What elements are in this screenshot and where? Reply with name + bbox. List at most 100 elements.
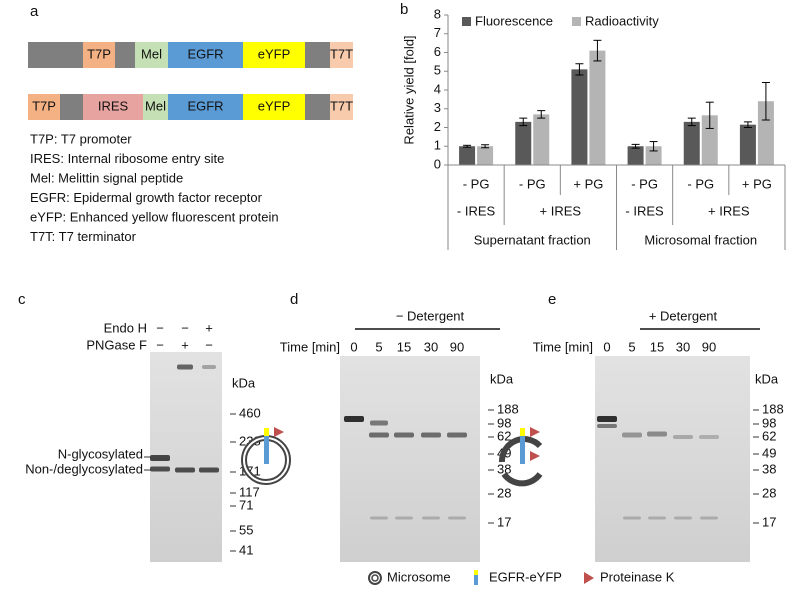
sign: − bbox=[156, 320, 164, 335]
bar bbox=[533, 114, 550, 165]
marker-label: 117 bbox=[239, 484, 260, 499]
segment-label: T7T bbox=[330, 98, 353, 113]
construct-segment bbox=[28, 94, 60, 120]
sign: − bbox=[181, 320, 189, 335]
gel-band bbox=[648, 516, 666, 520]
bar bbox=[701, 115, 718, 165]
construct-segment bbox=[83, 94, 143, 120]
marker-label: 98 bbox=[762, 415, 776, 430]
unit-label: kDa bbox=[755, 371, 779, 386]
marker-label: 28 bbox=[762, 485, 776, 500]
key-microsome bbox=[368, 571, 382, 585]
bar bbox=[477, 146, 494, 165]
time-value: 0 bbox=[603, 339, 610, 354]
marker-label: 62 bbox=[497, 428, 511, 443]
gel-band bbox=[202, 365, 216, 369]
marker-label: 188 bbox=[762, 401, 784, 416]
bar bbox=[683, 121, 700, 165]
sign: + bbox=[205, 320, 213, 335]
segment-label: T7T bbox=[330, 46, 353, 61]
construct-segment bbox=[168, 94, 243, 120]
gel-band bbox=[150, 466, 170, 472]
marker-label: 71 bbox=[239, 497, 253, 512]
construct-segment bbox=[83, 42, 115, 68]
x-tick-label: - PG bbox=[519, 176, 546, 191]
fraction-label: Supernatant fraction bbox=[474, 232, 591, 247]
gel-band bbox=[448, 516, 466, 520]
x-tick-label: + PG bbox=[573, 176, 603, 191]
band-label: Non-/deglycosylated bbox=[25, 461, 143, 476]
proteinase bbox=[274, 427, 284, 437]
gel-band bbox=[447, 432, 467, 438]
group-label: - IRES bbox=[625, 203, 664, 218]
construct-segment bbox=[243, 42, 305, 68]
segment-label: EGFR bbox=[187, 46, 223, 61]
error-bar bbox=[761, 82, 770, 121]
legend-swatch bbox=[462, 17, 471, 26]
gel-band bbox=[647, 431, 667, 437]
condition-label: − Detergent bbox=[396, 308, 465, 323]
time-value: 30 bbox=[676, 339, 690, 354]
spacer-segment bbox=[115, 42, 135, 68]
gel-band bbox=[394, 432, 414, 438]
y-tick-label: 8 bbox=[434, 6, 441, 21]
gel-band bbox=[370, 516, 388, 520]
y-tick-label: 1 bbox=[434, 138, 441, 153]
y-tick-label: 0 bbox=[434, 156, 441, 171]
error-bar bbox=[481, 144, 490, 149]
error-bar bbox=[575, 63, 584, 76]
gel-band bbox=[369, 432, 389, 438]
marker-label: 460 bbox=[239, 405, 261, 420]
x-tick-label: - PG bbox=[687, 176, 714, 191]
marker-label: 62 bbox=[762, 428, 776, 443]
microsome-broken bbox=[501, 472, 543, 487]
group-label: + IRES bbox=[540, 203, 582, 218]
time-value: 5 bbox=[375, 339, 382, 354]
segment-label: T7P bbox=[87, 46, 111, 61]
segment-label: eYFP bbox=[258, 98, 291, 113]
gel-band bbox=[623, 516, 641, 520]
legend-text: Mel: Melittin signal peptide bbox=[30, 170, 183, 185]
time-value: 15 bbox=[397, 339, 411, 354]
y-tick-label: 2 bbox=[434, 119, 441, 134]
construct-segment bbox=[330, 42, 353, 68]
legend-text: T7T: T7 terminator bbox=[30, 229, 137, 244]
x-tick-label: - PG bbox=[631, 176, 658, 191]
legend-text: T7P: T7 promoter bbox=[30, 131, 132, 146]
gel-band bbox=[674, 516, 692, 520]
gel-band bbox=[421, 432, 441, 438]
proteinase bbox=[530, 451, 540, 461]
bar bbox=[459, 146, 476, 165]
protein-yfp bbox=[264, 428, 269, 436]
gel bbox=[340, 356, 480, 562]
time-label: Time [min] bbox=[280, 339, 340, 354]
gel-band bbox=[199, 467, 219, 473]
gel-band bbox=[700, 516, 718, 520]
spacer-segment bbox=[305, 94, 330, 120]
gel-band bbox=[622, 432, 642, 438]
y-tick-label: 5 bbox=[434, 63, 441, 78]
bar bbox=[627, 146, 644, 165]
panel-label: a bbox=[30, 3, 39, 20]
y-tick-label: 4 bbox=[434, 81, 441, 96]
construct-segment bbox=[135, 42, 168, 68]
gel-band bbox=[699, 435, 719, 439]
group-label: + IRES bbox=[708, 203, 750, 218]
panel-label: b bbox=[400, 1, 408, 18]
key-egfr bbox=[474, 575, 478, 585]
row-label: Endo H bbox=[104, 320, 147, 335]
band-label: N-glycosylated bbox=[58, 446, 143, 461]
marker-label: 38 bbox=[497, 461, 511, 476]
key-label: Microsome bbox=[387, 569, 451, 584]
spacer-segment bbox=[28, 42, 83, 68]
x-tick-label: + PG bbox=[742, 176, 772, 191]
unit-label: kDa bbox=[490, 371, 514, 386]
marker-label: 17 bbox=[762, 514, 776, 529]
gel-band bbox=[177, 364, 193, 370]
marker-label: 98 bbox=[497, 415, 511, 430]
bar bbox=[571, 69, 588, 165]
gel-band bbox=[597, 424, 617, 428]
gel-band bbox=[150, 455, 170, 461]
bar bbox=[757, 101, 774, 165]
